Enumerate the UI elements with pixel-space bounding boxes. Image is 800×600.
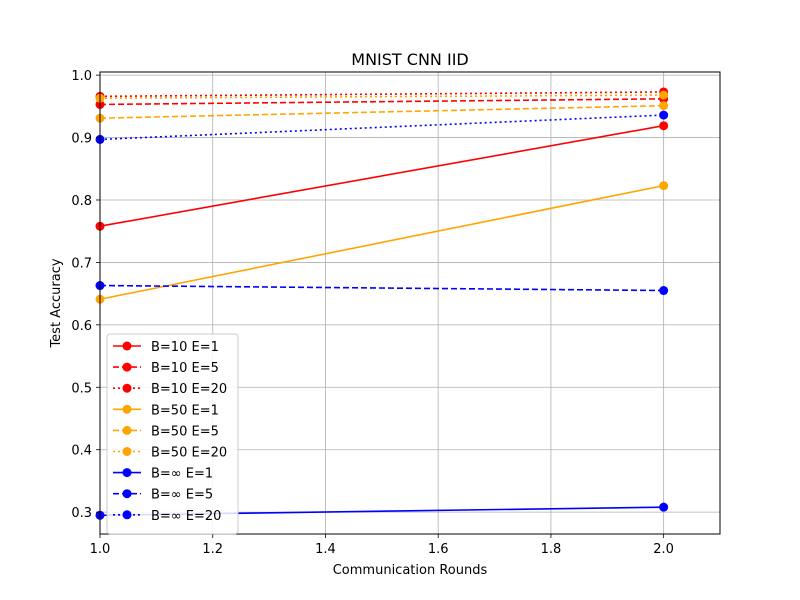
legend-item: B=10 E=20 (113, 382, 227, 397)
legend-label: B=10 E=20 (151, 382, 227, 397)
legend-label: B=∞ E=1 (151, 467, 213, 482)
series-line (99, 91, 664, 98)
legend-label: B=10 E=5 (151, 361, 219, 376)
x-tick-label: 1.6 (428, 542, 449, 557)
series (95, 121, 669, 231)
legend-marker (122, 489, 132, 499)
data-point (659, 181, 669, 191)
legend-label: B=∞ E=5 (151, 488, 213, 503)
plot-frame (99, 71, 721, 535)
series-line (99, 184, 664, 301)
data-point (659, 110, 669, 120)
y-tick-label: 0.8 (71, 194, 92, 209)
series (95, 101, 669, 123)
series-line (99, 98, 664, 106)
series-line (99, 114, 664, 141)
data-point (659, 286, 669, 296)
data-point (659, 502, 669, 512)
y-axis-label: Test Accuracy (49, 258, 64, 348)
legend-item: B=10 E=1 (113, 340, 219, 355)
legend-label: B=10 E=1 (151, 340, 219, 355)
legend-marker (122, 510, 132, 520)
y-tick-label: 0.6 (71, 319, 92, 334)
series (95, 110, 669, 144)
legend-marker (122, 447, 132, 456)
series (95, 281, 669, 296)
legend-marker (122, 468, 132, 478)
legend-box (106, 333, 239, 535)
series-line (99, 284, 664, 292)
legend-item: B=∞ E=5 (113, 488, 213, 503)
series-line (99, 124, 664, 227)
legend-item: B=∞ E=20 (113, 509, 221, 524)
legend-marker (122, 383, 132, 393)
ticks: 1.0 1.2 1.4 1.6 1.8 2.0 0.3 0.4 0.5 0.6 0.7 0.8 0.9 1… (71, 69, 674, 557)
legend: B=10 E=1 B=10 E=5 B=10 E=20 B=50 E=1 B=50 E=… (106, 333, 239, 535)
x-tick-label: 1.4 (315, 542, 336, 557)
series (95, 181, 669, 304)
legend-marker (122, 362, 132, 372)
legend-label: B=50 E=20 (151, 446, 227, 461)
data-point (659, 90, 669, 100)
grid (99, 72, 720, 534)
legend-item: B=50 E=5 (113, 424, 219, 439)
legend-label: B=50 E=5 (151, 424, 219, 439)
legend-marker (122, 341, 132, 351)
y-tick-label: 0.7 (71, 256, 92, 271)
series-line (99, 94, 664, 100)
data-point (659, 121, 669, 131)
y-tick-label: 0.5 (71, 381, 92, 396)
y-tick-label: 1.0 (71, 69, 92, 84)
legend-item: B=10 E=5 (113, 361, 219, 376)
y-tick-label: 0.9 (71, 132, 92, 147)
legend-label: B=∞ E=20 (151, 509, 221, 524)
legend-item: B=50 E=20 (113, 446, 227, 461)
x-tick-label: 1.0 (90, 542, 111, 557)
chart-title: MNIST CNN IID (351, 50, 468, 69)
y-tick-label: 0.4 (71, 444, 92, 459)
y-tick-label: 0.3 (71, 506, 92, 521)
x-tick-label: 1.8 (541, 542, 562, 557)
legend-label: B=50 E=1 (151, 403, 219, 418)
series-line (99, 104, 664, 119)
data-point (659, 101, 669, 111)
legend-item: B=50 E=1 (113, 403, 219, 418)
legend-marker (122, 425, 132, 435)
x-tick-label: 1.2 (202, 542, 223, 557)
series (95, 87, 669, 101)
x-tick-label: 2.0 (653, 542, 674, 557)
x-axis-label: Communication Rounds (333, 563, 488, 578)
legend-marker (122, 404, 132, 414)
legend-item: B=∞ E=1 (113, 467, 213, 482)
